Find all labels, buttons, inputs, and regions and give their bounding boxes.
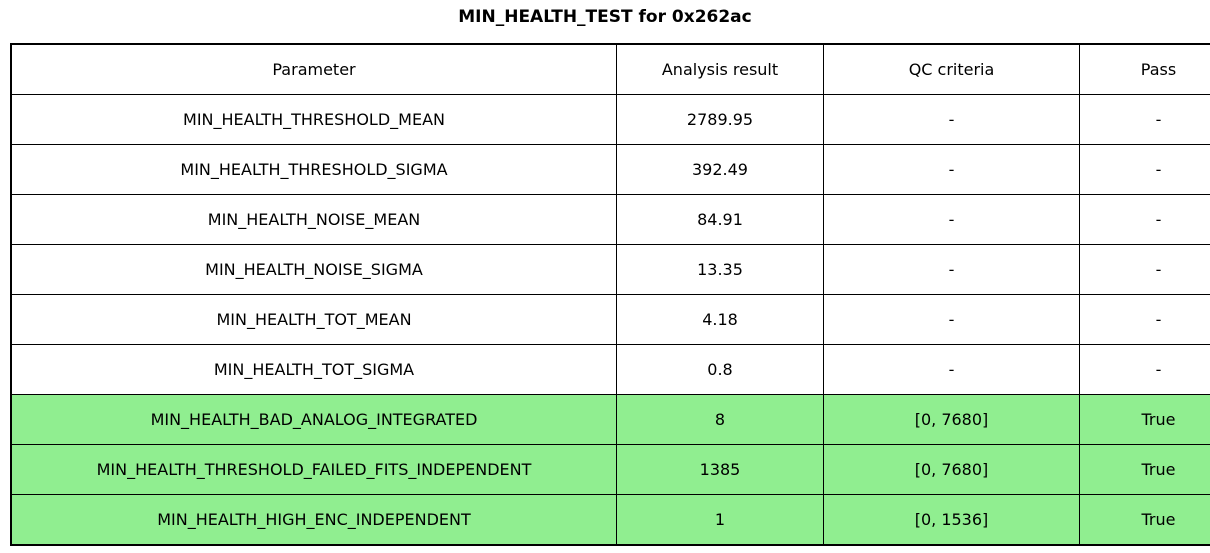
qc-criteria-cell: - — [823, 344, 1080, 395]
parameter-cell: MIN_HEALTH_THRESHOLD_MEAN — [10, 94, 617, 145]
qc-criteria-cell: - — [823, 294, 1080, 345]
table-row: MIN_HEALTH_TOT_SIGMA 0.8- - — [10, 344, 1210, 395]
parameter-cell: MIN_HEALTH_THRESHOLD_FAILED_FITS_INDEPEN… — [10, 444, 617, 495]
analysis-result-cell: 84.91 — [616, 194, 824, 245]
pass-cell: - — [1079, 144, 1210, 195]
qc-criteria-cell: - — [823, 144, 1080, 195]
qc-results-table: Parameter Analysis result QC criteria Pass … — [10, 43, 1210, 546]
chart-title: MIN_HEALTH_TEST for 0x262ac — [458, 7, 752, 27]
pass-cell: - — [1079, 244, 1210, 295]
table-row: MIN_HEALTH_HIGH_ENC_INDEPENDENT 1 [0, 1536… — [10, 494, 1210, 546]
parameter-cell: MIN_HEALTH_THRESHOLD_SIGMA — [10, 144, 617, 195]
table-row: MIN_HEALTH_TOT_MEAN 4.18- - — [10, 294, 1210, 345]
analysis-result-cell: 392.49 — [616, 144, 824, 195]
column-header: QC criteria — [823, 43, 1080, 95]
column-header: Pass — [1079, 43, 1210, 95]
table-row: MIN_HEALTH_BAD_ANALOG_INTEGRATED 8 [0, 768… — [10, 394, 1210, 445]
table-body: MIN_HEALTH_THRESHOLD_MEAN 2789.95- - MIN_HE… — [10, 94, 1210, 546]
pass-cell: - — [1079, 344, 1210, 395]
parameter-cell: MIN_HEALTH_TOT_SIGMA — [10, 344, 617, 395]
pass-cell: True — [1079, 394, 1210, 445]
analysis-result-cell: 13.35 — [616, 244, 824, 295]
qc-criteria-cell: - — [823, 244, 1080, 295]
parameter-cell: MIN_HEALTH_NOISE_MEAN — [10, 194, 617, 245]
analysis-result-cell: 0.8 — [616, 344, 824, 395]
column-header: Parameter — [10, 43, 617, 95]
table-row: MIN_HEALTH_NOISE_SIGMA 13.35- - — [10, 244, 1210, 295]
table-row: MIN_HEALTH_THRESHOLD_FAILED_FITS_INDEPEN… — [10, 444, 1210, 495]
table-row: MIN_HEALTH_THRESHOLD_SIGMA 392.49- - — [10, 144, 1210, 195]
parameter-cell: MIN_HEALTH_HIGH_ENC_INDEPENDENT — [10, 494, 617, 546]
analysis-result-cell: 1 — [616, 494, 824, 546]
qc-criteria-cell: [0, 1536] — [823, 494, 1080, 546]
pass-cell: True — [1079, 494, 1210, 546]
qc-criteria-cell: [0, 7680] — [823, 444, 1080, 495]
pass-cell: True — [1079, 444, 1210, 495]
parameter-cell: MIN_HEALTH_BAD_ANALOG_INTEGRATED — [10, 394, 617, 445]
parameter-cell: MIN_HEALTH_TOT_MEAN — [10, 294, 617, 345]
table-header-row: Parameter Analysis result QC criteria Pass — [10, 43, 1210, 95]
column-header: Analysis result — [616, 43, 824, 95]
analysis-result-cell: 4.18 — [616, 294, 824, 345]
pass-cell: - — [1079, 194, 1210, 245]
analysis-result-cell: 8 — [616, 394, 824, 445]
pass-cell: - — [1079, 94, 1210, 145]
pass-cell: - — [1079, 294, 1210, 345]
qc-criteria-cell: - — [823, 194, 1080, 245]
qc-criteria-cell: [0, 7680] — [823, 394, 1080, 445]
parameter-cell: MIN_HEALTH_NOISE_SIGMA — [10, 244, 617, 295]
table-row: MIN_HEALTH_THRESHOLD_MEAN 2789.95- - — [10, 94, 1210, 145]
analysis-result-cell: 1385 — [616, 444, 824, 495]
qc-criteria-cell: - — [823, 94, 1080, 145]
table-row: MIN_HEALTH_NOISE_MEAN 84.91- - — [10, 194, 1210, 245]
analysis-result-cell: 2789.95 — [616, 94, 824, 145]
